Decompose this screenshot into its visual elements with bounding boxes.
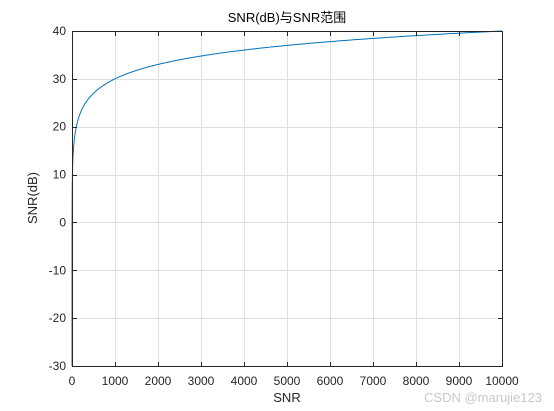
watermark: CSDN @marujie123 [424,390,542,405]
tick-layer: 0 1000 2000 3000 4000 5000 6000 7000 8000 9000 100… [49,24,519,388]
y-tick-label: 40 [53,24,67,38]
chart-title: SNR(dB)与SNR范围 [228,10,346,25]
x-tick-label: 9000 [446,374,473,388]
x-tick-label: 6000 [317,374,344,388]
x-tick-label: 5000 [274,374,301,388]
y-tick-label: 30 [53,72,67,86]
x-tick-label: 7000 [360,374,387,388]
x-tick-label: 3000 [188,374,215,388]
x-tick-label: 0 [69,374,76,388]
x-tick-label: 10000 [485,374,519,388]
x-tick-label: 8000 [403,374,430,388]
y-axis-label: SNR(dB) [25,172,40,224]
x-tick-label: 4000 [231,374,258,388]
y-tick-label: -20 [49,311,67,325]
x-tick-label: 2000 [145,374,172,388]
x-tick-label: 1000 [102,374,129,388]
y-tick-label: 10 [53,168,67,182]
y-tick-label: 0 [59,215,66,229]
x-axis-label: SNR [273,390,300,405]
y-tick-label: -30 [49,359,67,373]
y-tick-label: 20 [53,120,67,134]
y-tick-label: -10 [49,263,67,277]
